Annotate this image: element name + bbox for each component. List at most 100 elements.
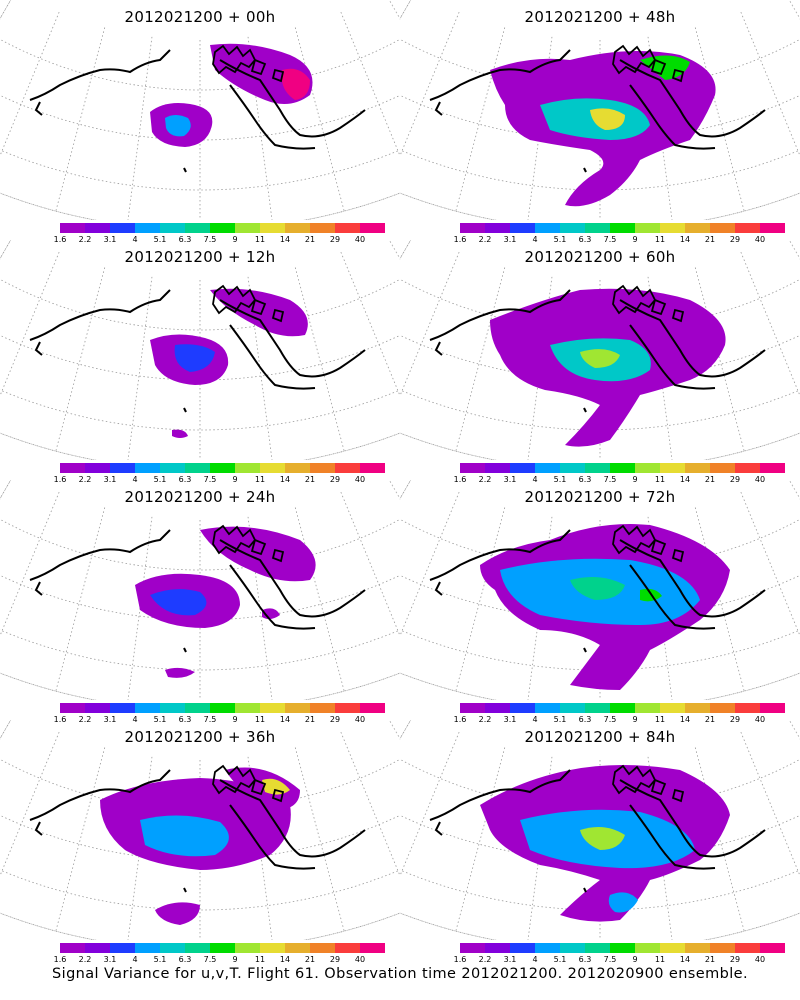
colorbar [60, 943, 385, 953]
colorbar-labels: 1.6 2.2 3.1 4 5.1 6.3 7.5 9 11 14 21 29 40 [54, 715, 365, 725]
colorbar-label: 40 [754, 475, 766, 484]
coastline [183, 167, 187, 173]
colorbar-label: 3.1 [503, 715, 517, 724]
colorbar-label: 4 [132, 235, 138, 244]
coastline [219, 779, 366, 858]
colorbar-swatch [535, 223, 560, 233]
colorbar-label: 4 [132, 715, 138, 724]
colorbar-swatch [360, 223, 385, 233]
colorbar-swatch [710, 223, 735, 233]
colorbar-swatch [310, 703, 335, 713]
colorbar-label: 29 [329, 955, 341, 964]
polar-map [400, 720, 800, 940]
colorbar-swatch [585, 463, 610, 473]
colorbar-label: 2.2 [78, 955, 92, 964]
colorbar-swatch [485, 223, 510, 233]
colorbar-label: 2.2 [478, 235, 492, 244]
meridian-line [455, 267, 506, 452]
colorbar-swatch [85, 463, 110, 473]
colorbar-swatch [235, 703, 260, 713]
coastline [434, 581, 443, 596]
colorbar-swatch [110, 223, 135, 233]
colorbar-label: 6.3 [178, 955, 192, 964]
colorbar-label: 2.2 [78, 235, 92, 244]
colorbar-label: 11 [654, 475, 666, 484]
colorbar-label: 11 [254, 955, 266, 964]
panel-title: 2012021200 + 12h [124, 248, 276, 266]
colorbar-swatch [185, 223, 210, 233]
coastline [434, 101, 443, 116]
colorbar-swatch [360, 703, 385, 713]
colorbar [60, 463, 385, 473]
polar-map [0, 240, 400, 460]
colorbar-swatch [585, 703, 610, 713]
polar-map [400, 480, 800, 700]
colorbar-label: 7.5 [603, 955, 617, 964]
colorbar-swatch [510, 703, 535, 713]
colorbar-label: 3.1 [503, 955, 517, 964]
colorbar-swatch [685, 943, 710, 953]
colorbar-label: 1.6 [53, 955, 67, 964]
colorbar-label: 7.5 [603, 715, 617, 724]
colorbar-label: 7.5 [203, 475, 217, 484]
coastline [219, 59, 366, 138]
colorbar-swatch [360, 943, 385, 953]
coastline [619, 779, 766, 858]
variance-region [155, 902, 200, 925]
colorbar-swatch [660, 703, 685, 713]
colorbar-swatch [160, 463, 185, 473]
meridian-line [455, 507, 506, 692]
meridian-line [0, 240, 12, 260]
colorbar-swatch [635, 223, 660, 233]
colorbar-swatch [610, 223, 635, 233]
colorbar-label: 11 [254, 475, 266, 484]
meridian-line [400, 240, 412, 260]
colorbar [460, 463, 785, 473]
coastline [429, 769, 571, 821]
arctic-islands [612, 284, 685, 323]
variance-region [262, 778, 290, 795]
colorbar-swatch [235, 463, 260, 473]
colorbar-swatch [460, 943, 485, 953]
colorbar-label: 11 [654, 955, 666, 964]
coastline [183, 887, 187, 893]
colorbar-label: 5.1 [153, 235, 167, 244]
polar-map [0, 720, 400, 940]
panel-title: 2012021200 + 36h [124, 728, 276, 746]
colorbar-label: 1.6 [453, 475, 467, 484]
colorbar-swatch [260, 943, 285, 953]
colorbar-label: 2.2 [78, 475, 92, 484]
colorbar-label: 3.1 [503, 235, 517, 244]
colorbar-label: 21 [304, 955, 316, 964]
coastline [34, 581, 43, 596]
meridian-line [127, 36, 153, 220]
polar-map [0, 0, 400, 220]
colorbar-swatch [335, 463, 360, 473]
coastline [29, 289, 171, 341]
colorbar-label: 9 [632, 955, 638, 964]
colorbar-swatch [685, 223, 710, 233]
colorbar-labels: 1.6 2.2 3.1 4 5.1 6.3 7.5 9 11 14 21 29 40 [454, 475, 765, 485]
colorbar-swatch [285, 463, 310, 473]
colorbar-label: 29 [329, 715, 341, 724]
coastline [29, 529, 171, 581]
colorbar-swatch [335, 223, 360, 233]
colorbar-swatch [185, 703, 210, 713]
colorbar-swatch [460, 703, 485, 713]
colorbar-label: 40 [754, 715, 766, 724]
map-panel: 2012021200 + 72h 1.6 2.2 3.1 4 5.1 6.3 7.5 9 11 14… [400, 480, 800, 724]
colorbar [460, 703, 785, 713]
colorbar-label: 5.1 [553, 955, 567, 964]
colorbar-label: 1.6 [53, 235, 67, 244]
colorbar-label: 14 [279, 235, 291, 244]
colorbar-label: 4 [132, 955, 138, 964]
colorbar-swatch [610, 703, 635, 713]
colorbar-label: 4 [532, 955, 538, 964]
coastline [583, 167, 587, 173]
variance-region [580, 826, 625, 850]
meridian-line [455, 27, 506, 212]
colorbar-label: 29 [729, 715, 741, 724]
colorbar-swatch [610, 463, 635, 473]
colorbar-label: 9 [632, 235, 638, 244]
variance-region [282, 68, 310, 100]
